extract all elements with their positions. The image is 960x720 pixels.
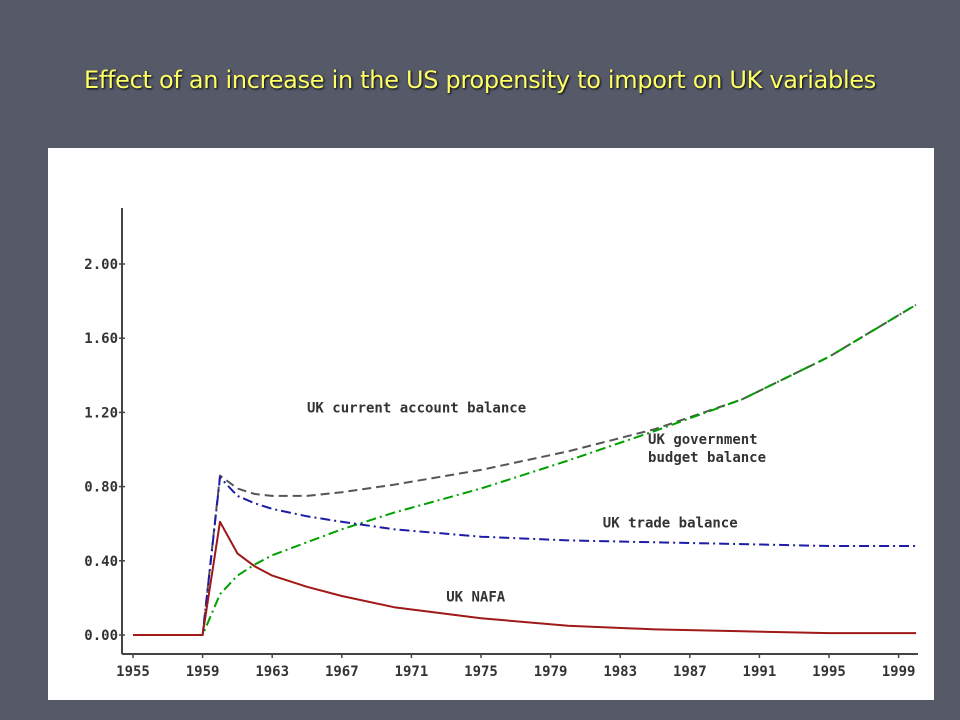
x-tick-label: 1975 — [464, 664, 498, 680]
y-tick-label: 2.00 — [84, 257, 118, 273]
series-line-uk-trade-balance — [133, 476, 916, 636]
series-line-uk-government-budget-balance — [133, 303, 917, 636]
series-line-uk-nafa — [133, 520, 916, 636]
series-label-uk-nafa: UK NAFA — [446, 590, 506, 606]
y-tick-label: 1.20 — [84, 405, 118, 421]
x-tick-label: 1999 — [882, 664, 916, 680]
series-label-uk-current-account-balance: UK current account balance — [307, 400, 526, 416]
series-label-uk-government-budget-balance: budget balance — [648, 450, 766, 466]
x-tick-label: 1983 — [603, 664, 637, 680]
x-tick-label: 1971 — [395, 664, 429, 680]
x-tick-label: 1955 — [116, 664, 150, 680]
x-tick-label: 1963 — [255, 664, 289, 680]
y-tick-label: 0.40 — [84, 554, 118, 570]
line-chart: 0.00 0.40 0.80 1.20 1.60 2.00 1955 1959 1963 1967… — [84, 208, 918, 680]
x-tick-label: 1959 — [186, 664, 220, 680]
series-lines — [133, 303, 917, 636]
chart-axes: 0.00 0.40 0.80 1.20 1.60 2.00 1955 1959 1963 1967… — [84, 208, 918, 680]
x-tick-label: 1979 — [534, 664, 568, 680]
y-tick-label: 0.00 — [84, 628, 118, 644]
y-tick-label: 0.80 — [84, 480, 118, 496]
y-tick-label: 1.60 — [84, 331, 118, 347]
series-labels: UK current account balance UK government b… — [307, 400, 766, 605]
x-tick-label: 1991 — [743, 664, 777, 680]
x-tick-label: 1967 — [325, 664, 359, 680]
x-tick-label: 1987 — [673, 664, 707, 680]
series-label-uk-trade-balance: UK trade balance — [603, 515, 738, 531]
chart-panel: 0.00 0.40 0.80 1.20 1.60 2.00 1955 1959 1963 1967… — [48, 148, 934, 700]
series-label-uk-government-budget-balance: UK government — [648, 432, 758, 448]
x-tick-label: 1995 — [812, 664, 846, 680]
slide-title: Effect of an increase in the US propensi… — [84, 66, 876, 94]
series-line-uk-current-account-balance — [133, 303, 917, 636]
